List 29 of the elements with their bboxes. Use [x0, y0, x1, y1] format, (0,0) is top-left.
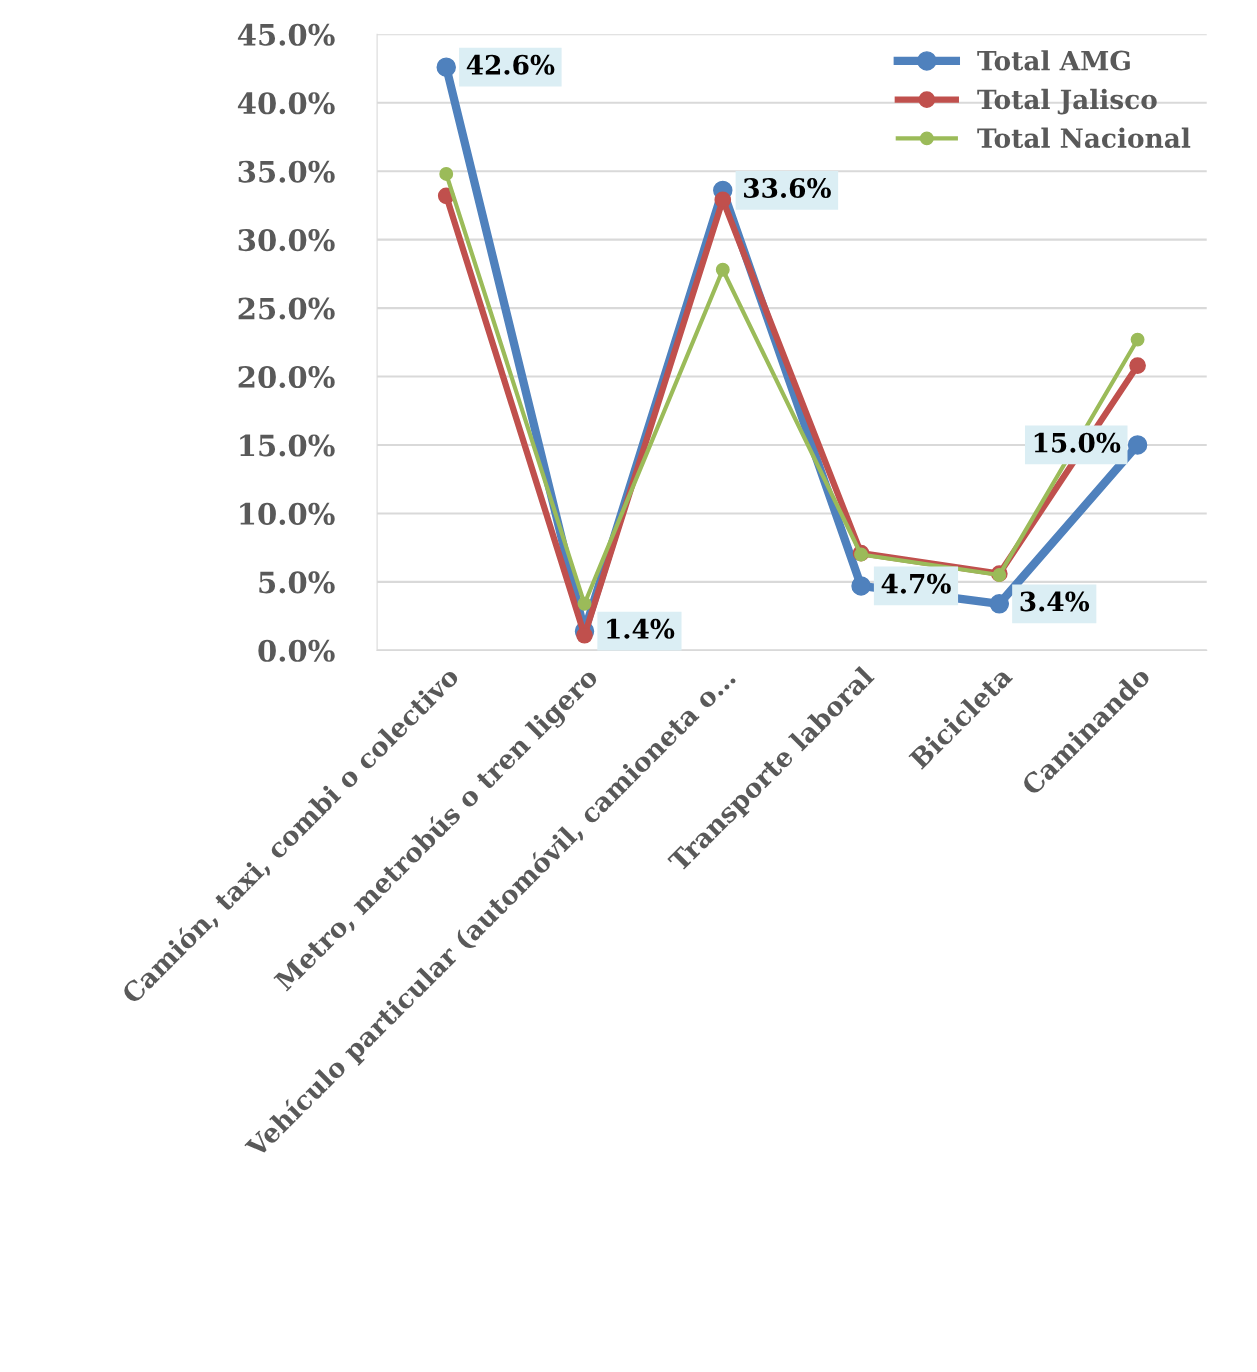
data-label: 3.4%	[1020, 591, 1090, 612]
data-label: 4.7%	[881, 573, 951, 594]
legend-label: Total AMG	[977, 50, 1130, 71]
point	[851, 576, 871, 596]
data-label: 33.6%	[744, 178, 831, 199]
point	[989, 594, 1010, 614]
point	[1130, 332, 1145, 347]
point	[577, 596, 592, 611]
y-tick-label: 30.0%	[238, 229, 335, 252]
data-label: 15.0%	[1034, 432, 1121, 453]
y-tick-label: 25.0%	[238, 297, 335, 320]
y-tick-label: 0.0%	[258, 639, 335, 662]
y-tick-label: 35.0%	[238, 160, 335, 183]
point	[439, 166, 454, 181]
point	[715, 262, 730, 277]
point	[1127, 435, 1148, 455]
point	[436, 57, 456, 77]
y-tick-label: 10.0%	[240, 502, 335, 525]
legend-label: Total Jalisco	[977, 88, 1157, 115]
y-tick-label: 45.0%	[237, 23, 335, 46]
y-tick-label: 5.0%	[259, 571, 335, 594]
data-label: 1.4%	[607, 618, 675, 639]
legend-label: Total Nacional	[977, 127, 1191, 149]
point	[1129, 357, 1146, 374]
point	[714, 191, 732, 209]
y-tick-label: 15.0%	[240, 434, 335, 457]
y-tick-label: 20.0%	[238, 365, 335, 389]
data-label: 42.6%	[466, 54, 555, 75]
y-tick-label: 40.0%	[237, 92, 335, 115]
